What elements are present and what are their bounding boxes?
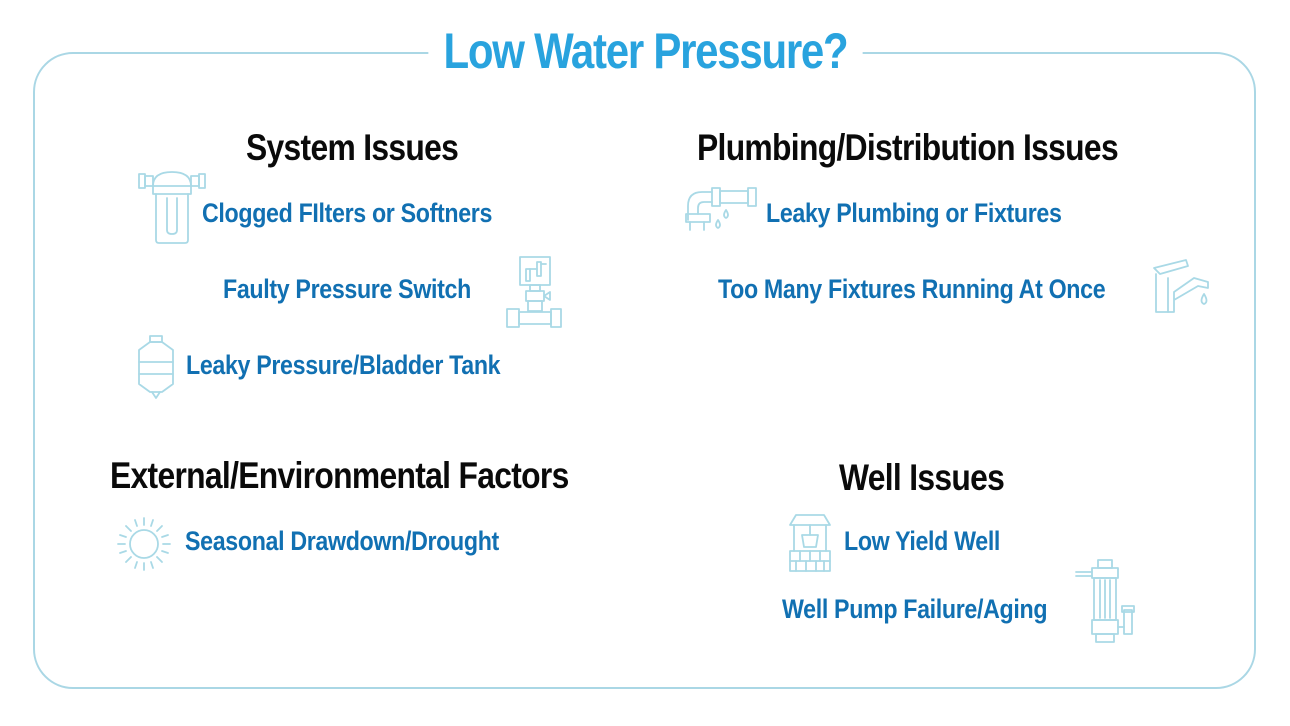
section-heading: Plumbing/Distribution Issues (697, 127, 1119, 168)
title-container: Low Water Pressure? (0, 18, 1290, 84)
faucet-icon (1153, 259, 1209, 313)
issue-item: Low Yield Well (844, 526, 1001, 556)
issue-item: Leaky Pressure/Bladder Tank (186, 350, 501, 380)
page-title: Low Water Pressure? (427, 18, 863, 84)
well-pump-icon (1075, 559, 1135, 643)
issue-item: Leaky Plumbing or Fixtures (766, 198, 1062, 228)
bladder-tank-icon (138, 335, 174, 399)
pressure-switch-icon (506, 256, 562, 328)
section-heading: System Issues (246, 127, 459, 168)
leaky-pipe-icon (685, 187, 757, 231)
issue-item: Faulty Pressure Switch (223, 274, 471, 304)
sun-icon (117, 517, 171, 571)
issue-item: Clogged FIlters or Softners (202, 198, 493, 228)
section-heading: External/Environmental Factors (110, 455, 569, 496)
water-filter-icon (138, 171, 206, 244)
section-heading: Well Issues (839, 457, 1005, 498)
wishing-well-icon (789, 514, 831, 572)
issue-item: Seasonal Drawdown/Drought (185, 526, 499, 556)
issue-item: Too Many Fixtures Running At Once (718, 274, 1106, 304)
issue-item: Well Pump Failure/Aging (782, 594, 1048, 624)
